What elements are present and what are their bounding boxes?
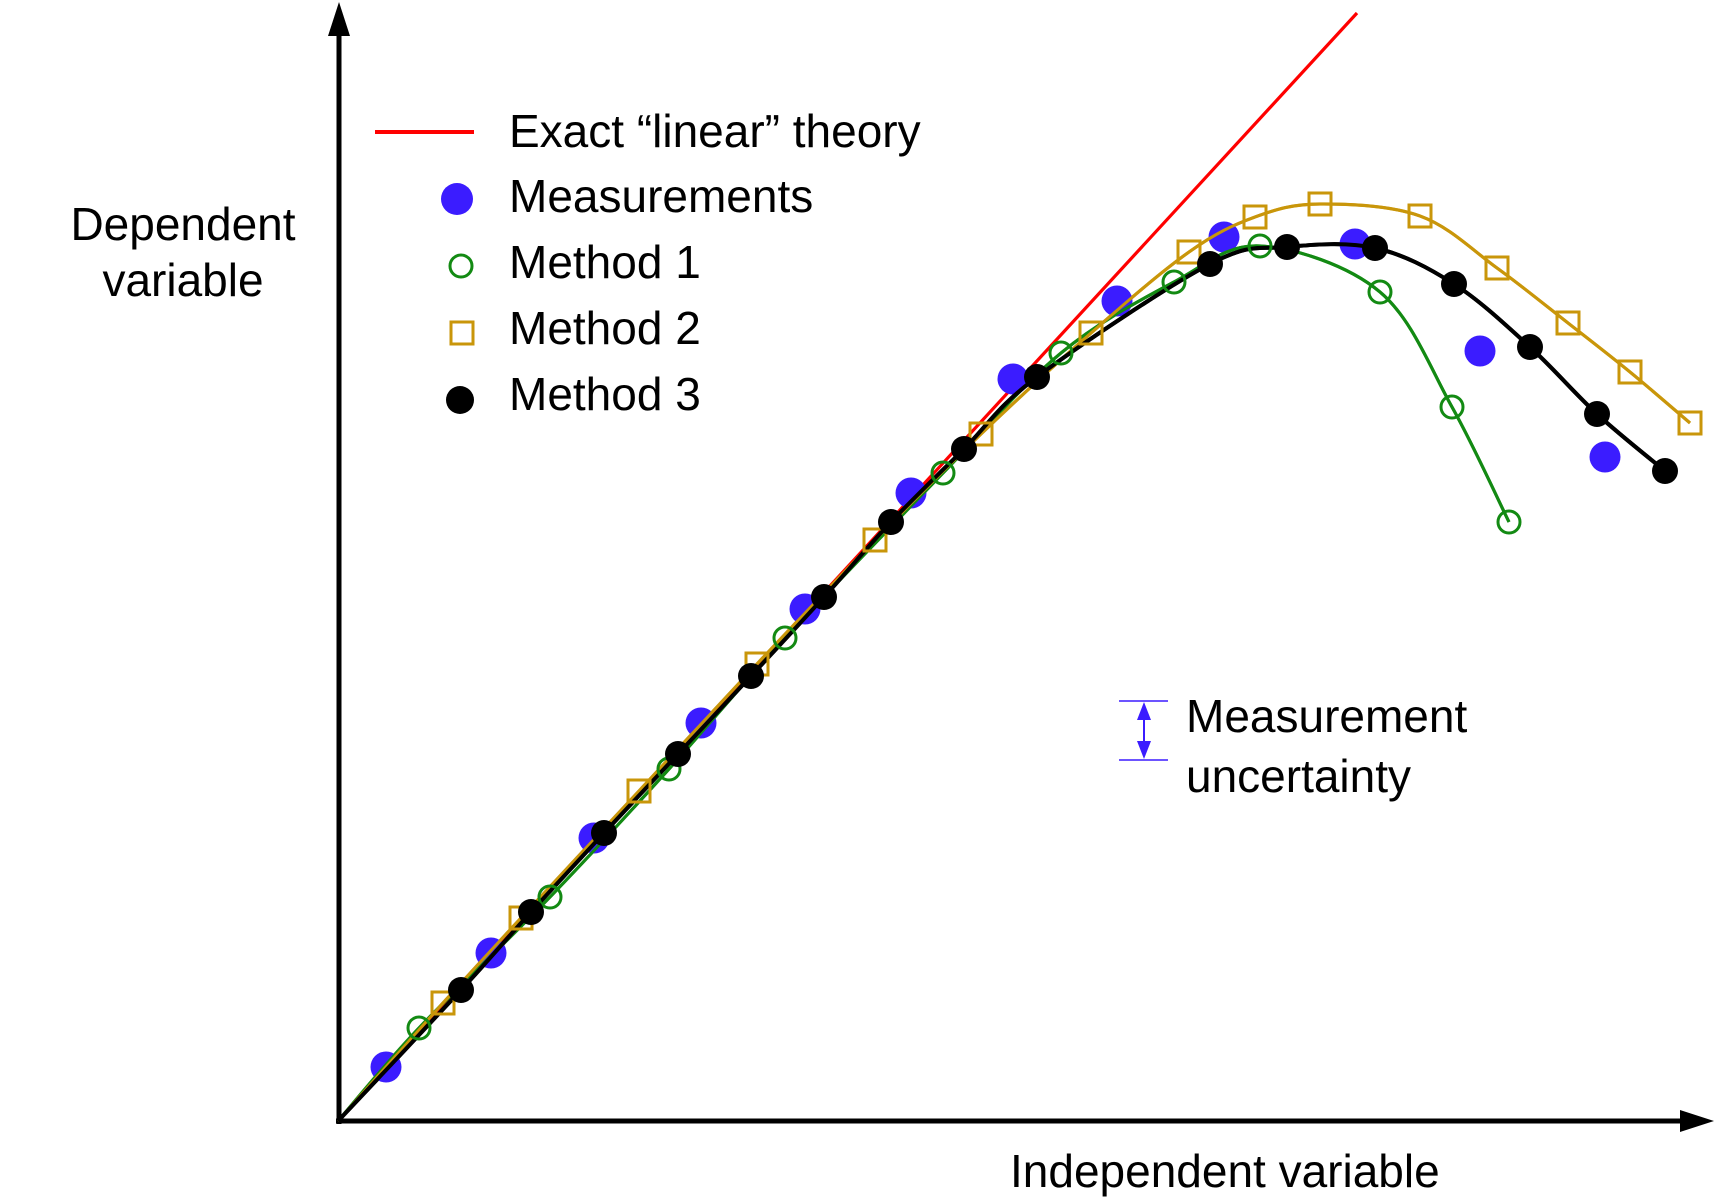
method1-point — [1247, 233, 1273, 259]
y-axis-label: Dependent variable — [58, 196, 308, 308]
method1-point — [930, 460, 956, 486]
x-axis-label: Independent variable — [1010, 1145, 1440, 1197]
measurement-point — [1589, 441, 1621, 473]
measurement-point — [1464, 335, 1496, 367]
method3-point — [1362, 235, 1388, 261]
legend-method3-icon — [446, 386, 474, 414]
method2-point — [626, 778, 652, 804]
y-axis-arrow-icon — [328, 2, 350, 36]
uncertainty-label-line2: uncertainty — [1186, 750, 1412, 802]
method2-point — [1307, 191, 1333, 217]
method3-point — [1274, 234, 1300, 260]
measurement-point — [997, 363, 1029, 395]
legend-method2-icon — [449, 320, 475, 346]
method3-point — [1584, 401, 1610, 427]
legend-label-method1: Method 1 — [509, 236, 701, 288]
method2-point — [1555, 310, 1581, 336]
method3-point — [665, 741, 691, 767]
legend-label-method2: Method 2 — [509, 302, 701, 354]
method2-point — [1677, 410, 1703, 436]
legend-label-theory: Exact “linear” theory — [509, 105, 921, 157]
uncertainty-icon — [1119, 700, 1168, 761]
method3-point — [878, 509, 904, 535]
method3-point — [1517, 334, 1543, 360]
method3-point — [811, 584, 837, 610]
legend-symbols — [375, 130, 475, 414]
axes — [328, 2, 1714, 1132]
uncertainty-label-line1: Measurement — [1186, 690, 1468, 742]
legend-label-measurements: Measurements — [509, 170, 814, 222]
method2-point — [968, 421, 994, 447]
method3-point — [738, 663, 764, 689]
method1-point — [1161, 269, 1187, 295]
measurement-point — [1208, 221, 1240, 253]
method2-point — [430, 990, 456, 1016]
method1-point — [537, 884, 563, 910]
measurement-point — [895, 477, 927, 509]
method3-point — [1197, 251, 1223, 277]
legend-measurement-icon — [441, 183, 473, 215]
method2-point — [1617, 359, 1643, 385]
method3-point — [1652, 458, 1678, 484]
method2-point — [1176, 239, 1202, 265]
y-axis-label-line1: Dependent — [70, 198, 296, 250]
method1-point — [772, 625, 798, 651]
method2-point — [862, 527, 888, 553]
method1-point — [1496, 509, 1522, 535]
method3-point — [518, 899, 544, 925]
y-axis-label-line2: variable — [102, 254, 264, 306]
method2-point — [1484, 255, 1510, 281]
method3-point — [1441, 271, 1467, 297]
method3-point — [448, 977, 474, 1003]
method1-point — [1048, 340, 1074, 366]
uncertainty-label: Measurement uncertainty — [1186, 686, 1467, 806]
method2-point — [1078, 320, 1104, 346]
method1-point — [1367, 279, 1393, 305]
legend-method1-icon — [448, 253, 474, 279]
series-layer — [336, 11, 1703, 1123]
method3-point — [1024, 364, 1050, 390]
method1-point — [1439, 394, 1465, 420]
method1-point — [406, 1015, 432, 1041]
method2-point — [1407, 203, 1433, 229]
legend-label-method3: Method 3 — [509, 368, 701, 420]
method3-point — [951, 436, 977, 462]
x-axis-arrow-icon — [1680, 1110, 1714, 1132]
method3-point — [591, 820, 617, 846]
method2-point — [1242, 204, 1268, 230]
